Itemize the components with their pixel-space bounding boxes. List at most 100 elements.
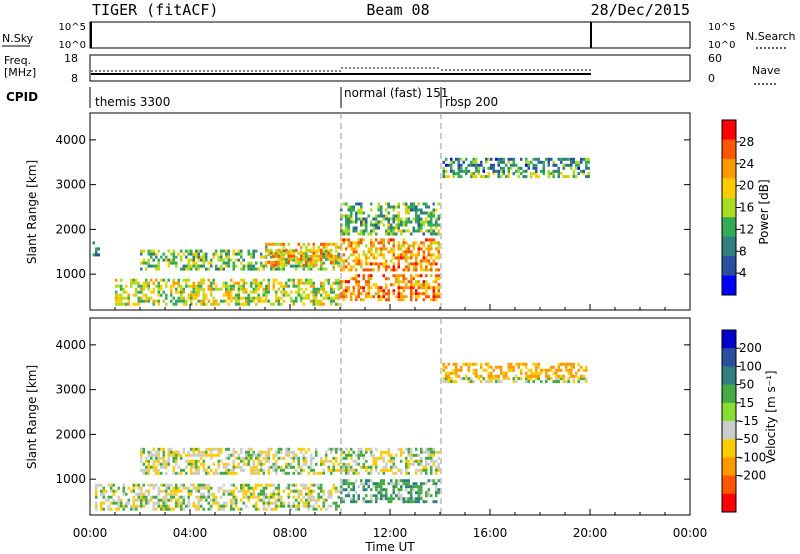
range-cell [537, 160, 540, 164]
range-cell [567, 368, 570, 372]
range-cell [337, 245, 340, 249]
range-cell [390, 453, 393, 457]
range-cell [205, 483, 208, 487]
range-cell [375, 482, 378, 486]
range-cell [312, 263, 315, 267]
station-title: TIGER (fitACF) [92, 1, 218, 19]
range-cell [360, 229, 363, 233]
range-cell [377, 491, 380, 495]
range-cell [550, 365, 553, 369]
range-cell [220, 504, 223, 508]
range-cell [550, 172, 553, 176]
range-cell [247, 293, 250, 297]
range-cell [425, 482, 428, 486]
range-cell [337, 302, 340, 306]
range-cell [312, 468, 315, 472]
range-cell [115, 278, 118, 282]
range-cell [267, 471, 270, 475]
range-cell [437, 456, 440, 460]
range-cell [92, 241, 95, 245]
range-cell [265, 290, 268, 294]
range-cell [120, 498, 123, 502]
range-cell [240, 296, 243, 300]
range-cell [167, 483, 170, 487]
range-cell [267, 251, 270, 255]
range-cell [152, 287, 155, 291]
range-cell [132, 278, 135, 282]
range-cell [382, 262, 385, 266]
range-cell [287, 257, 290, 261]
range-cell [182, 302, 185, 306]
range-cell [305, 293, 308, 297]
range-cell [240, 486, 243, 490]
range-cell [260, 492, 263, 496]
range-cell [557, 166, 560, 170]
range-cell [197, 284, 200, 288]
range-cell [540, 368, 543, 372]
range-cell [177, 299, 180, 303]
range-cell [535, 377, 538, 381]
range-cell [402, 220, 405, 224]
range-cell [405, 247, 408, 251]
range-cell [382, 494, 385, 498]
range-cell [277, 260, 280, 264]
range-cell [385, 202, 388, 206]
range-cell [342, 500, 345, 504]
range-cell [192, 465, 195, 469]
range-cell [155, 501, 158, 505]
range-cell [435, 292, 438, 296]
range-cell [232, 489, 235, 493]
range-cell [170, 495, 173, 499]
range-cell [320, 251, 323, 255]
range-cell [245, 453, 248, 457]
range-cell [315, 483, 318, 487]
range-cell [345, 488, 348, 492]
range-cell [412, 202, 415, 206]
range-cell [295, 456, 298, 460]
range-cell [282, 468, 285, 472]
range-cell [325, 252, 328, 256]
range-cell [245, 462, 248, 466]
range-cell [227, 258, 230, 262]
range-cell [217, 459, 220, 463]
range-cell [235, 302, 238, 306]
range-cell [215, 447, 218, 451]
range-cell [250, 465, 253, 469]
range-cell [400, 471, 403, 475]
range-cell [152, 453, 155, 457]
range-cell [325, 242, 328, 246]
range-cell [412, 208, 415, 212]
range-cell [120, 287, 123, 291]
range-cell [352, 450, 355, 454]
range-cell [310, 299, 313, 303]
range-cell [277, 299, 280, 303]
x-tick-label: 00:00 [73, 526, 108, 540]
range-cell [312, 284, 315, 288]
range-cell [160, 462, 163, 466]
range-cell [252, 465, 255, 469]
range-cell [425, 491, 428, 495]
range-cell [272, 465, 275, 469]
range-cell [430, 286, 433, 290]
range-cell [577, 380, 580, 384]
range-cell [260, 255, 263, 259]
range-cell [267, 287, 270, 291]
range-cell [127, 296, 130, 300]
range-cell [530, 377, 533, 381]
range-cell [312, 483, 315, 487]
range-cell [195, 486, 198, 490]
range-cell [325, 450, 328, 454]
range-cell [202, 252, 205, 256]
range-cell [315, 293, 318, 297]
colorbar-swatch [722, 384, 736, 404]
range-cell [347, 479, 350, 483]
range-cell [182, 267, 185, 271]
range-cell [305, 281, 308, 285]
range-cell [375, 214, 378, 218]
range-cell [427, 250, 430, 254]
range-cell [432, 259, 435, 263]
range-cell [230, 504, 233, 508]
range-cell [235, 465, 238, 469]
range-cell [460, 377, 463, 381]
range-cell [407, 205, 410, 209]
